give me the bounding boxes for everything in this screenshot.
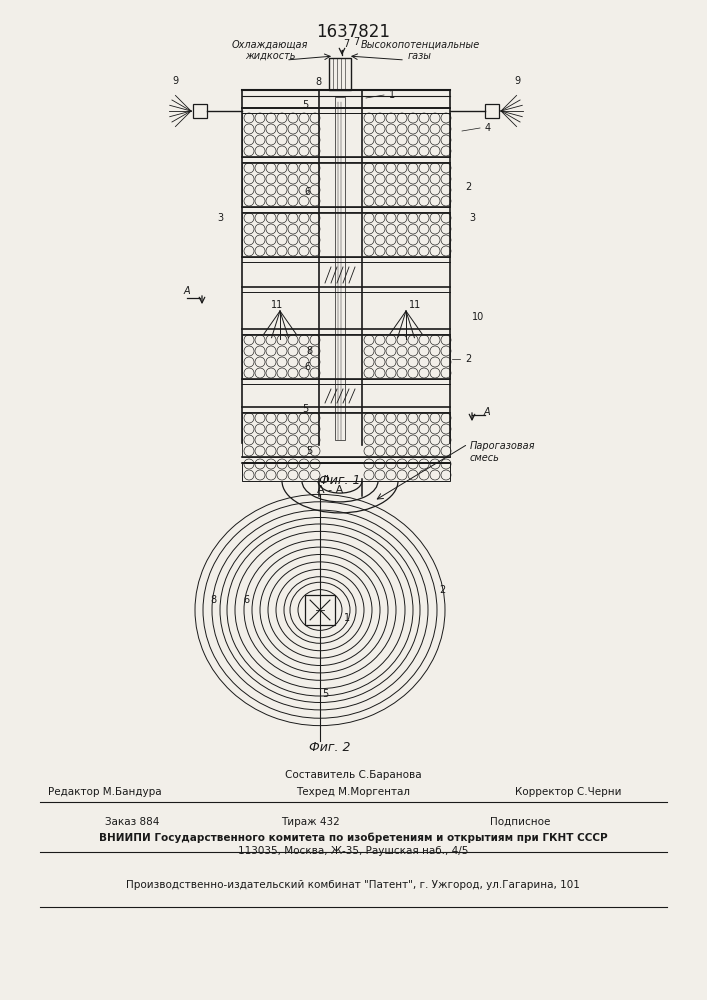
Text: 9: 9 xyxy=(514,76,520,86)
Text: А: А xyxy=(484,407,491,417)
Text: 8: 8 xyxy=(315,77,321,87)
Text: 8: 8 xyxy=(210,595,216,605)
Bar xyxy=(193,104,207,118)
Text: Производственно-издательский комбинат "Патент", г. Ужгород, ул.Гагарина, 101: Производственно-издательский комбинат "П… xyxy=(126,880,580,890)
Text: 6: 6 xyxy=(304,187,310,197)
Text: Составитель С.Баранова: Составитель С.Баранова xyxy=(285,770,421,780)
Text: Тираж 432: Тираж 432 xyxy=(281,817,339,827)
Bar xyxy=(335,97,345,440)
Text: Фиг. 1: Фиг. 1 xyxy=(320,474,361,487)
Text: Охлаждающая
жидкость: Охлаждающая жидкость xyxy=(232,39,308,61)
Text: 1: 1 xyxy=(344,613,350,623)
Text: 4: 4 xyxy=(485,123,491,133)
Text: Корректор С.Черни: Корректор С.Черни xyxy=(515,787,621,797)
Text: 6: 6 xyxy=(243,595,249,605)
Text: 5: 5 xyxy=(302,100,308,110)
Text: 8: 8 xyxy=(306,346,312,356)
Text: Подписное: Подписное xyxy=(490,817,550,827)
Text: 1: 1 xyxy=(389,90,395,100)
Text: 10: 10 xyxy=(472,312,484,322)
Text: А - А: А - А xyxy=(317,485,343,495)
Text: 5: 5 xyxy=(322,689,328,699)
Text: 2: 2 xyxy=(465,182,471,192)
Text: 2: 2 xyxy=(465,354,471,364)
Text: Высокопотенциальные
газы: Высокопотенциальные газы xyxy=(361,39,479,61)
Text: Парогазовая
смесь: Парогазовая смесь xyxy=(470,441,535,463)
Text: 2: 2 xyxy=(439,585,445,595)
Text: 11: 11 xyxy=(271,300,283,310)
Text: 5: 5 xyxy=(306,446,312,456)
Text: 6: 6 xyxy=(304,362,310,372)
Text: 7: 7 xyxy=(343,39,349,49)
Text: Редактор М.Бандура: Редактор М.Бандура xyxy=(48,787,162,797)
Bar xyxy=(242,163,450,207)
Text: Заказ 884: Заказ 884 xyxy=(105,817,159,827)
Text: 3: 3 xyxy=(469,213,475,223)
Text: 11: 11 xyxy=(409,300,421,310)
Bar xyxy=(242,413,450,457)
Text: 3: 3 xyxy=(217,213,223,223)
Bar xyxy=(242,335,450,379)
Text: 5: 5 xyxy=(302,404,308,414)
Bar xyxy=(305,595,335,625)
Text: Техред М.Моргентал: Техред М.Моргентал xyxy=(296,787,410,797)
Text: ВНИИПИ Государственного комитета по изобретениям и открытиям при ГКНТ СССР: ВНИИПИ Государственного комитета по изоб… xyxy=(99,833,607,843)
Text: 7: 7 xyxy=(353,37,359,47)
Bar xyxy=(485,104,499,118)
Text: А: А xyxy=(184,286,190,296)
Text: 113035, Москва, Ж-35, Раушская наб., 4/5: 113035, Москва, Ж-35, Раушская наб., 4/5 xyxy=(238,846,468,856)
Bar xyxy=(242,463,450,481)
Text: Фиг. 2: Фиг. 2 xyxy=(309,741,351,754)
Text: 1637821: 1637821 xyxy=(316,23,390,41)
Text: 9: 9 xyxy=(172,76,178,86)
Bar xyxy=(242,213,450,257)
Bar xyxy=(242,113,450,157)
Bar xyxy=(329,58,351,90)
